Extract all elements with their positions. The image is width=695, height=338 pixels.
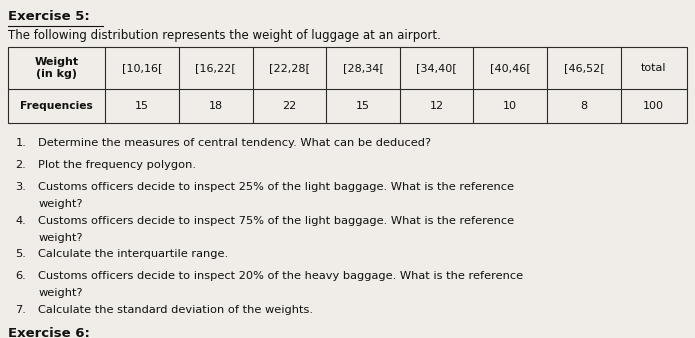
Text: [34,40[: [34,40[ xyxy=(416,63,457,73)
Text: Plot the frequency polygon.: Plot the frequency polygon. xyxy=(38,160,196,170)
Text: 15: 15 xyxy=(135,101,149,111)
Text: 8: 8 xyxy=(580,101,587,111)
Text: Calculate the interquartile range.: Calculate the interquartile range. xyxy=(38,249,229,259)
Text: Determine the measures of central tendency. What can be deduced?: Determine the measures of central tenden… xyxy=(38,138,431,148)
Text: [16,22[: [16,22[ xyxy=(195,63,236,73)
Text: 22: 22 xyxy=(282,101,297,111)
Text: [28,34[: [28,34[ xyxy=(343,63,384,73)
Text: total: total xyxy=(641,63,667,73)
Text: Weight
(in kg): Weight (in kg) xyxy=(35,57,79,79)
Text: [10,16[: [10,16[ xyxy=(122,63,163,73)
Text: Exercise 5:: Exercise 5: xyxy=(8,10,90,23)
Text: Calculate the standard deviation of the weights.: Calculate the standard deviation of the … xyxy=(38,305,313,315)
Text: Customs officers decide to inspect 25% of the light baggage. What is the referen: Customs officers decide to inspect 25% o… xyxy=(38,182,514,192)
Text: 12: 12 xyxy=(430,101,443,111)
Text: weight?: weight? xyxy=(38,233,83,243)
Text: 100: 100 xyxy=(643,101,664,111)
Text: Exercise 6:: Exercise 6: xyxy=(8,327,90,338)
Text: 10: 10 xyxy=(503,101,517,111)
Text: 18: 18 xyxy=(208,101,223,111)
Text: 4.: 4. xyxy=(15,216,26,226)
Text: 7.: 7. xyxy=(15,305,26,315)
Text: Frequencies: Frequencies xyxy=(20,101,93,111)
Text: 3.: 3. xyxy=(15,182,26,192)
Text: Customs officers decide to inspect 75% of the light baggage. What is the referen: Customs officers decide to inspect 75% o… xyxy=(38,216,514,226)
Text: weight?: weight? xyxy=(38,199,83,210)
Text: The following distribution represents the weight of luggage at an airport.: The following distribution represents th… xyxy=(8,29,441,42)
Text: weight?: weight? xyxy=(38,288,83,298)
Text: [46,52[: [46,52[ xyxy=(564,63,605,73)
Text: [40,46[: [40,46[ xyxy=(490,63,531,73)
Text: 15: 15 xyxy=(356,101,370,111)
Text: 6.: 6. xyxy=(15,271,26,281)
Text: [22,28[: [22,28[ xyxy=(269,63,310,73)
Text: Customs officers decide to inspect 20% of the heavy baggage. What is the referen: Customs officers decide to inspect 20% o… xyxy=(38,271,523,281)
Text: 2.: 2. xyxy=(15,160,26,170)
Text: 5.: 5. xyxy=(15,249,26,259)
Bar xyxy=(8,47,687,123)
Text: 1.: 1. xyxy=(15,138,26,148)
